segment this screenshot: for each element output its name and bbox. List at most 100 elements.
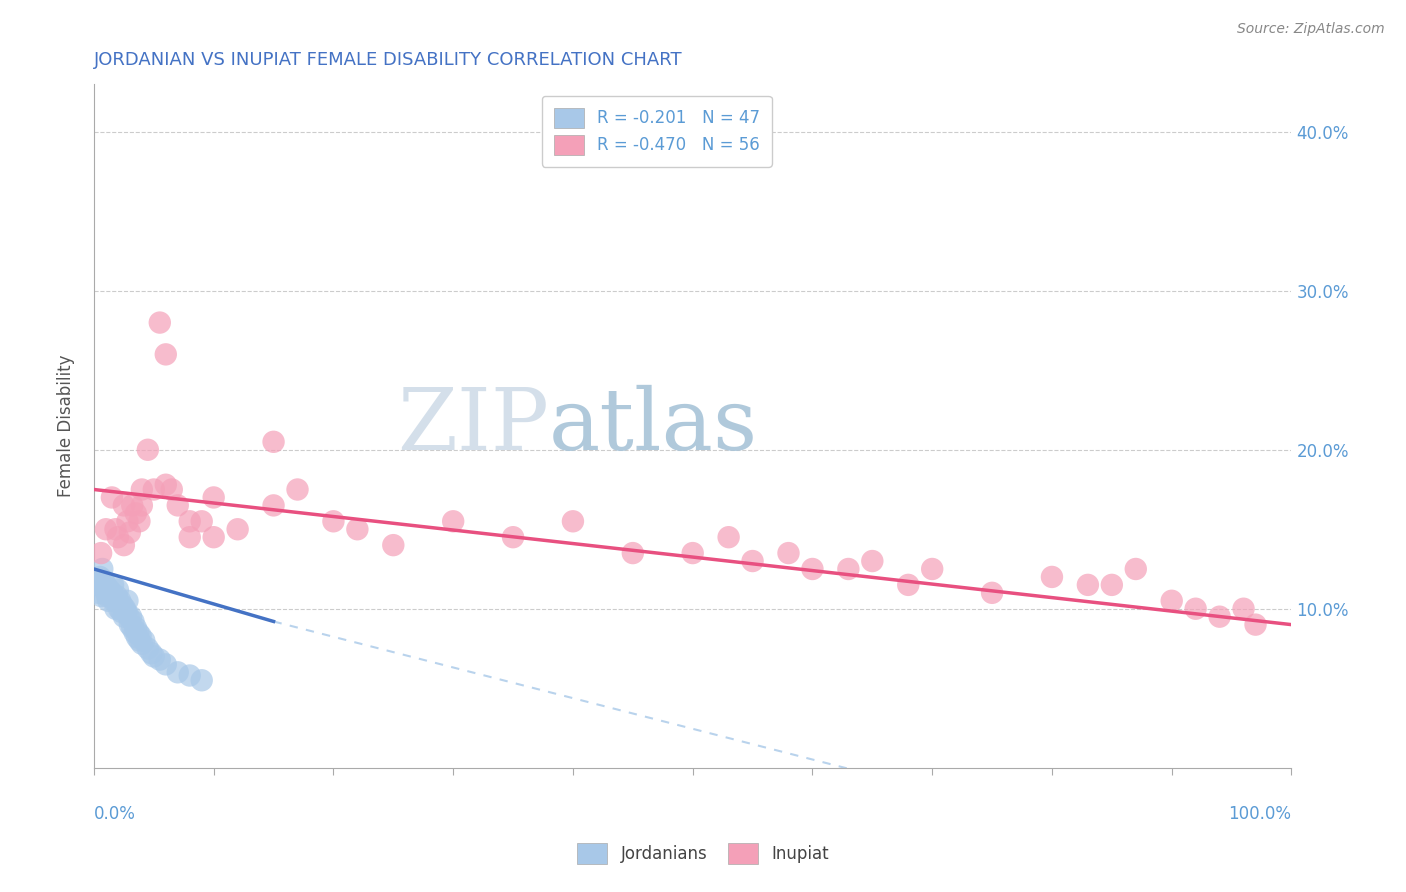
Legend: R = -0.201   N = 47, R = -0.470   N = 56: R = -0.201 N = 47, R = -0.470 N = 56	[541, 95, 772, 167]
Point	[97, 594, 120, 608]
Point	[346, 522, 368, 536]
Point	[90, 546, 112, 560]
Point	[103, 594, 125, 608]
Text: Source: ZipAtlas.com: Source: ZipAtlas.com	[1237, 22, 1385, 37]
Point	[263, 499, 285, 513]
Point	[921, 562, 943, 576]
Text: atlas: atlas	[548, 384, 758, 467]
Text: JORDANIAN VS INUPIAT FEMALE DISABILITY CORRELATION CHART: JORDANIAN VS INUPIAT FEMALE DISABILITY C…	[94, 51, 682, 69]
Point	[100, 589, 122, 603]
Point	[179, 530, 201, 544]
Point	[166, 665, 188, 680]
Point	[93, 573, 115, 587]
Point	[112, 538, 135, 552]
Point	[105, 589, 128, 603]
Point	[717, 530, 740, 544]
Point	[112, 609, 135, 624]
Point	[112, 499, 135, 513]
Point	[94, 578, 117, 592]
Point	[104, 601, 127, 615]
Point	[115, 605, 138, 619]
Point	[122, 615, 145, 629]
Point	[981, 586, 1004, 600]
Point	[166, 499, 188, 513]
Point	[801, 562, 824, 576]
Point	[179, 514, 201, 528]
Y-axis label: Female Disability: Female Disability	[58, 355, 75, 497]
Point	[118, 609, 141, 624]
Point	[741, 554, 763, 568]
Point	[101, 578, 124, 592]
Point	[263, 434, 285, 449]
Point	[117, 594, 139, 608]
Point	[1208, 609, 1230, 624]
Point	[561, 514, 583, 528]
Point	[98, 582, 121, 597]
Point	[91, 562, 114, 576]
Point	[101, 586, 124, 600]
Point	[1160, 594, 1182, 608]
Point	[155, 477, 177, 491]
Legend: Jordanians, Inupiat: Jordanians, Inupiat	[571, 837, 835, 871]
Point	[111, 599, 134, 613]
Text: 100.0%: 100.0%	[1229, 805, 1292, 823]
Point	[118, 525, 141, 540]
Point	[1244, 617, 1267, 632]
Point	[897, 578, 920, 592]
Point	[1077, 578, 1099, 592]
Point	[120, 609, 142, 624]
Point	[96, 589, 118, 603]
Point	[1125, 562, 1147, 576]
Point	[125, 621, 148, 635]
Point	[1184, 601, 1206, 615]
Point	[86, 578, 108, 592]
Point	[104, 522, 127, 536]
Point	[128, 514, 150, 528]
Point	[621, 546, 644, 560]
Point	[94, 522, 117, 536]
Text: 0.0%: 0.0%	[94, 805, 136, 823]
Point	[382, 538, 405, 552]
Point	[89, 570, 111, 584]
Point	[131, 483, 153, 497]
Point	[141, 646, 163, 660]
Point	[90, 589, 112, 603]
Point	[136, 442, 159, 457]
Point	[682, 546, 704, 560]
Point	[114, 601, 136, 615]
Point	[117, 514, 139, 528]
Point	[127, 625, 149, 640]
Point	[1040, 570, 1063, 584]
Point	[110, 605, 132, 619]
Point	[155, 657, 177, 672]
Point	[110, 594, 132, 608]
Point	[129, 629, 152, 643]
Point	[131, 637, 153, 651]
Point	[441, 514, 464, 528]
Point	[1101, 578, 1123, 592]
Point	[121, 621, 143, 635]
Point	[155, 347, 177, 361]
Point	[107, 582, 129, 597]
Point	[190, 673, 212, 688]
Point	[101, 491, 124, 505]
Point	[128, 633, 150, 648]
Point	[860, 554, 883, 568]
Point	[160, 483, 183, 497]
Point	[124, 625, 146, 640]
Point	[202, 530, 225, 544]
Point	[93, 582, 115, 597]
Point	[190, 514, 212, 528]
Point	[778, 546, 800, 560]
Point	[125, 631, 148, 645]
Point	[87, 586, 110, 600]
Point	[502, 530, 524, 544]
Point	[118, 617, 141, 632]
Point	[142, 649, 165, 664]
Point	[149, 652, 172, 666]
Point	[134, 633, 156, 648]
Text: ZIP: ZIP	[396, 384, 548, 467]
Point	[179, 668, 201, 682]
Point	[837, 562, 859, 576]
Point	[121, 499, 143, 513]
